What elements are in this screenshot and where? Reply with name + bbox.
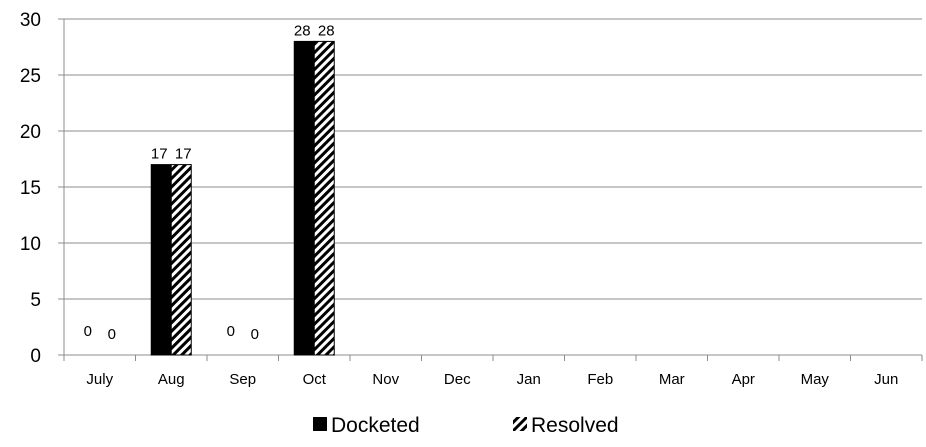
x-tick-label: May [801,371,830,388]
legend-label-resolved: Resolved [531,414,619,437]
x-tick-label: Jan [517,371,541,388]
legend-swatch-docketed [313,417,327,431]
x-tick-label: Aug [158,371,185,388]
data-label: 28 [318,22,335,39]
y-tick-label: 10 [20,234,41,255]
data-label: 17 [151,146,168,163]
y-tick-label: 15 [20,178,41,199]
bar-docketed [293,40,315,356]
y-tick-label: 30 [20,10,41,31]
x-tick-label: July [86,371,113,388]
bar-resolved [170,164,192,356]
x-tick-label: Jun [874,371,898,388]
x-tick-label: Dec [444,371,471,388]
y-tick-label: 25 [20,66,41,87]
data-label: 17 [175,146,192,163]
bar-docketed [150,164,172,356]
bar-resolved [313,40,335,356]
data-label: 0 [227,323,235,340]
legend-label-docketed: Docketed [331,414,420,437]
x-tick-label: Oct [303,371,327,388]
y-tick-label: 20 [20,122,41,143]
data-label: 0 [251,326,259,343]
x-tick-label: Sep [229,371,256,388]
data-label: 0 [84,323,92,340]
legend-swatch-resolved [513,417,527,431]
data-label: 0 [108,326,116,343]
data-label: 28 [294,22,311,39]
x-tick-label: Nov [372,371,399,388]
y-tick-label: 5 [30,290,41,311]
x-tick-label: Apr [732,371,755,388]
y-tick-label: 0 [30,346,41,367]
x-tick-label: Mar [659,371,685,388]
x-tick-label: Feb [587,371,613,388]
